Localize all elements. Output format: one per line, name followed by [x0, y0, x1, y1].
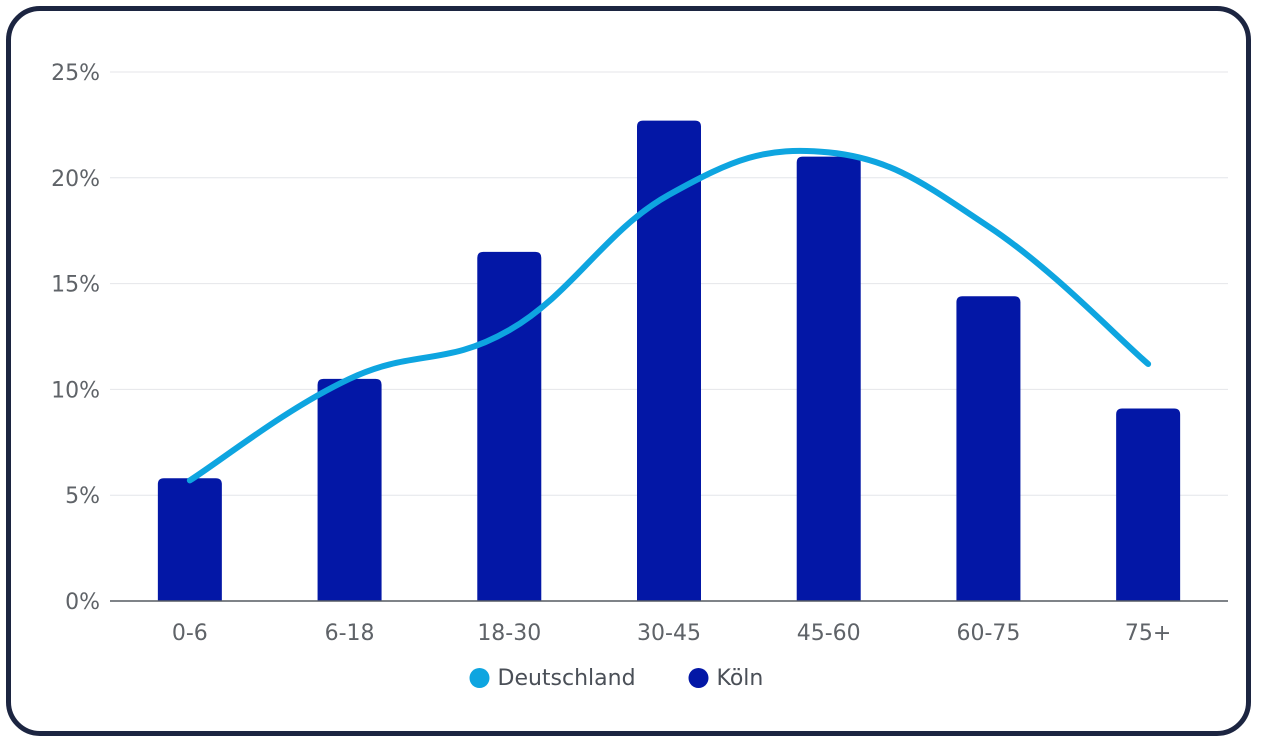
y-axis: 0% 5% 10% 15% 20% 25% [51, 61, 100, 615]
bar-0-6 [157, 478, 222, 601]
bar-60-75 [956, 296, 1021, 601]
chart-frame [6, 6, 1251, 736]
y-tick-label: 10% [51, 378, 100, 403]
bar-45-60 [796, 156, 861, 601]
legend-marker [469, 668, 490, 688]
x-tick-label: 45-60 [797, 621, 861, 646]
x-tick-label: 60-75 [956, 621, 1020, 646]
bar-18-30 [477, 251, 542, 602]
x-tick-label: 30-45 [637, 621, 701, 646]
bar-series [157, 120, 1181, 602]
bar-6-18 [317, 378, 382, 601]
x-axis: 0-6 6-18 18-30 30-45 45-60 60-75 75+ [172, 621, 1171, 646]
bar-75+ [1116, 408, 1181, 601]
x-tick-label: 18-30 [477, 621, 541, 646]
y-tick-label: 20% [51, 167, 100, 192]
bar-30-45 [637, 120, 701, 601]
x-tick-label: 6-18 [325, 621, 375, 646]
x-tick-label: 0-6 [172, 621, 208, 646]
series-line-deutschland [186, 147, 1152, 484]
legend: Deutschland Köln [469, 666, 764, 691]
legend-label: Köln [717, 666, 764, 691]
y-tick-label: 0% [65, 590, 100, 615]
legend-marker [688, 668, 709, 688]
y-tick-label: 5% [65, 484, 100, 509]
x-tick-label: 75+ [1125, 621, 1171, 646]
y-tick-label: 15% [51, 273, 100, 298]
y-tick-label: 25% [51, 61, 100, 86]
legend-label: Deutschland [498, 666, 636, 691]
